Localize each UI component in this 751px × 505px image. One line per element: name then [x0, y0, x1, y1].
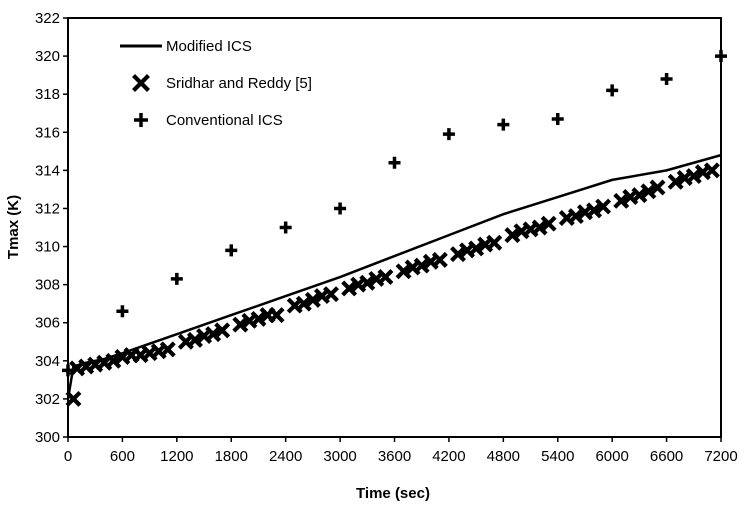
x-tick-label: 1800: [215, 448, 248, 465]
y-tick-label: 320: [35, 48, 60, 65]
x-tick-labels: 0 600 1200 1800 2400 3000 3600 4200 4800 5400 6000…: [64, 448, 738, 465]
x-axis-title: Time (sec): [356, 485, 430, 502]
x-tick-label: 0: [64, 448, 72, 465]
y-tick-labels: 300 302 304 306 308 310 312 314 316 318 320 322: [35, 10, 60, 446]
x-tick-label: 6000: [595, 448, 628, 465]
legend-label: Conventional ICS: [166, 112, 283, 129]
sridhar-reddy-point: [159, 341, 176, 358]
x-tick-label: 6600: [650, 448, 683, 465]
conventional-ics-point: [497, 118, 510, 131]
modified-ics-line: [66, 153, 722, 400]
legend-entry: Modified ICS: [120, 38, 252, 55]
y-tick-label: 316: [35, 124, 60, 141]
y-tick-label: 302: [35, 391, 60, 408]
x-tick-label: 7200: [704, 448, 737, 465]
series-2: [62, 50, 727, 377]
conventional-ics-point: [442, 128, 455, 141]
sridhar-reddy-point: [65, 390, 82, 407]
y-tick-label: 322: [35, 10, 60, 27]
y-tick-label: 304: [35, 353, 60, 370]
x-tick-label: 5400: [541, 448, 574, 465]
y-tick-label: 310: [35, 239, 60, 256]
series-1: [65, 162, 720, 407]
conventional-ics-point: [660, 72, 673, 85]
conventional-ics-point: [279, 221, 292, 234]
legend-label: Sridhar and Reddy [5]: [166, 75, 312, 92]
sridhar-reddy-point: [486, 234, 503, 251]
legend-plus-symbol: [134, 113, 148, 127]
x-tick-label: 1200: [160, 448, 193, 465]
sridhar-reddy-point: [377, 269, 394, 285]
conventional-ics-point: [116, 305, 129, 318]
x-tick-label: 4800: [487, 448, 520, 465]
conventional-ics-point: [388, 156, 401, 169]
conventional-ics-point: [62, 364, 74, 377]
legend-entry: Conventional ICS: [134, 112, 283, 129]
conventional-ics-point: [334, 202, 347, 215]
x-tick-label: 4200: [432, 448, 465, 465]
sridhar-reddy-point: [649, 179, 666, 196]
legend-x-symbol: [132, 74, 150, 92]
legend: Modified ICS Sridhar and Reddy [5] Convent…: [120, 38, 312, 129]
series-0: [66, 153, 722, 400]
y-tick-label: 308: [35, 277, 60, 294]
x-tick-label: 3000: [323, 448, 356, 465]
x-tick-label: 3600: [378, 448, 411, 465]
conventional-ics-point: [606, 84, 619, 97]
y-tick-label: 314: [35, 162, 60, 179]
sridhar-reddy-point: [268, 307, 285, 324]
sridhar-reddy-point: [323, 286, 339, 303]
y-tick-label: 300: [35, 429, 60, 446]
sridhar-reddy-point: [703, 162, 720, 179]
conventional-ics-point: [551, 112, 564, 125]
tick-marks: [63, 17, 722, 442]
y-tick-label: 306: [35, 315, 60, 332]
sridhar-reddy-point: [540, 215, 557, 232]
legend-entry: Sridhar and Reddy [5]: [132, 74, 312, 92]
conventional-ics-point: [170, 272, 183, 285]
x-tick-label: 600: [110, 448, 135, 465]
y-axis-title: Tmax (K): [5, 195, 22, 259]
y-tick-label: 318: [35, 86, 60, 103]
conventional-ics-point: [225, 244, 238, 257]
legend-label: Modified ICS: [166, 38, 252, 55]
y-tick-label: 312: [35, 200, 60, 217]
sridhar-reddy-point: [595, 198, 612, 215]
conventional-ics-point: [715, 50, 727, 63]
x-tick-label: 2400: [269, 448, 302, 465]
sridhar-reddy-point: [214, 322, 231, 339]
series-layer: [62, 50, 727, 407]
sridhar-reddy-point: [431, 251, 448, 268]
